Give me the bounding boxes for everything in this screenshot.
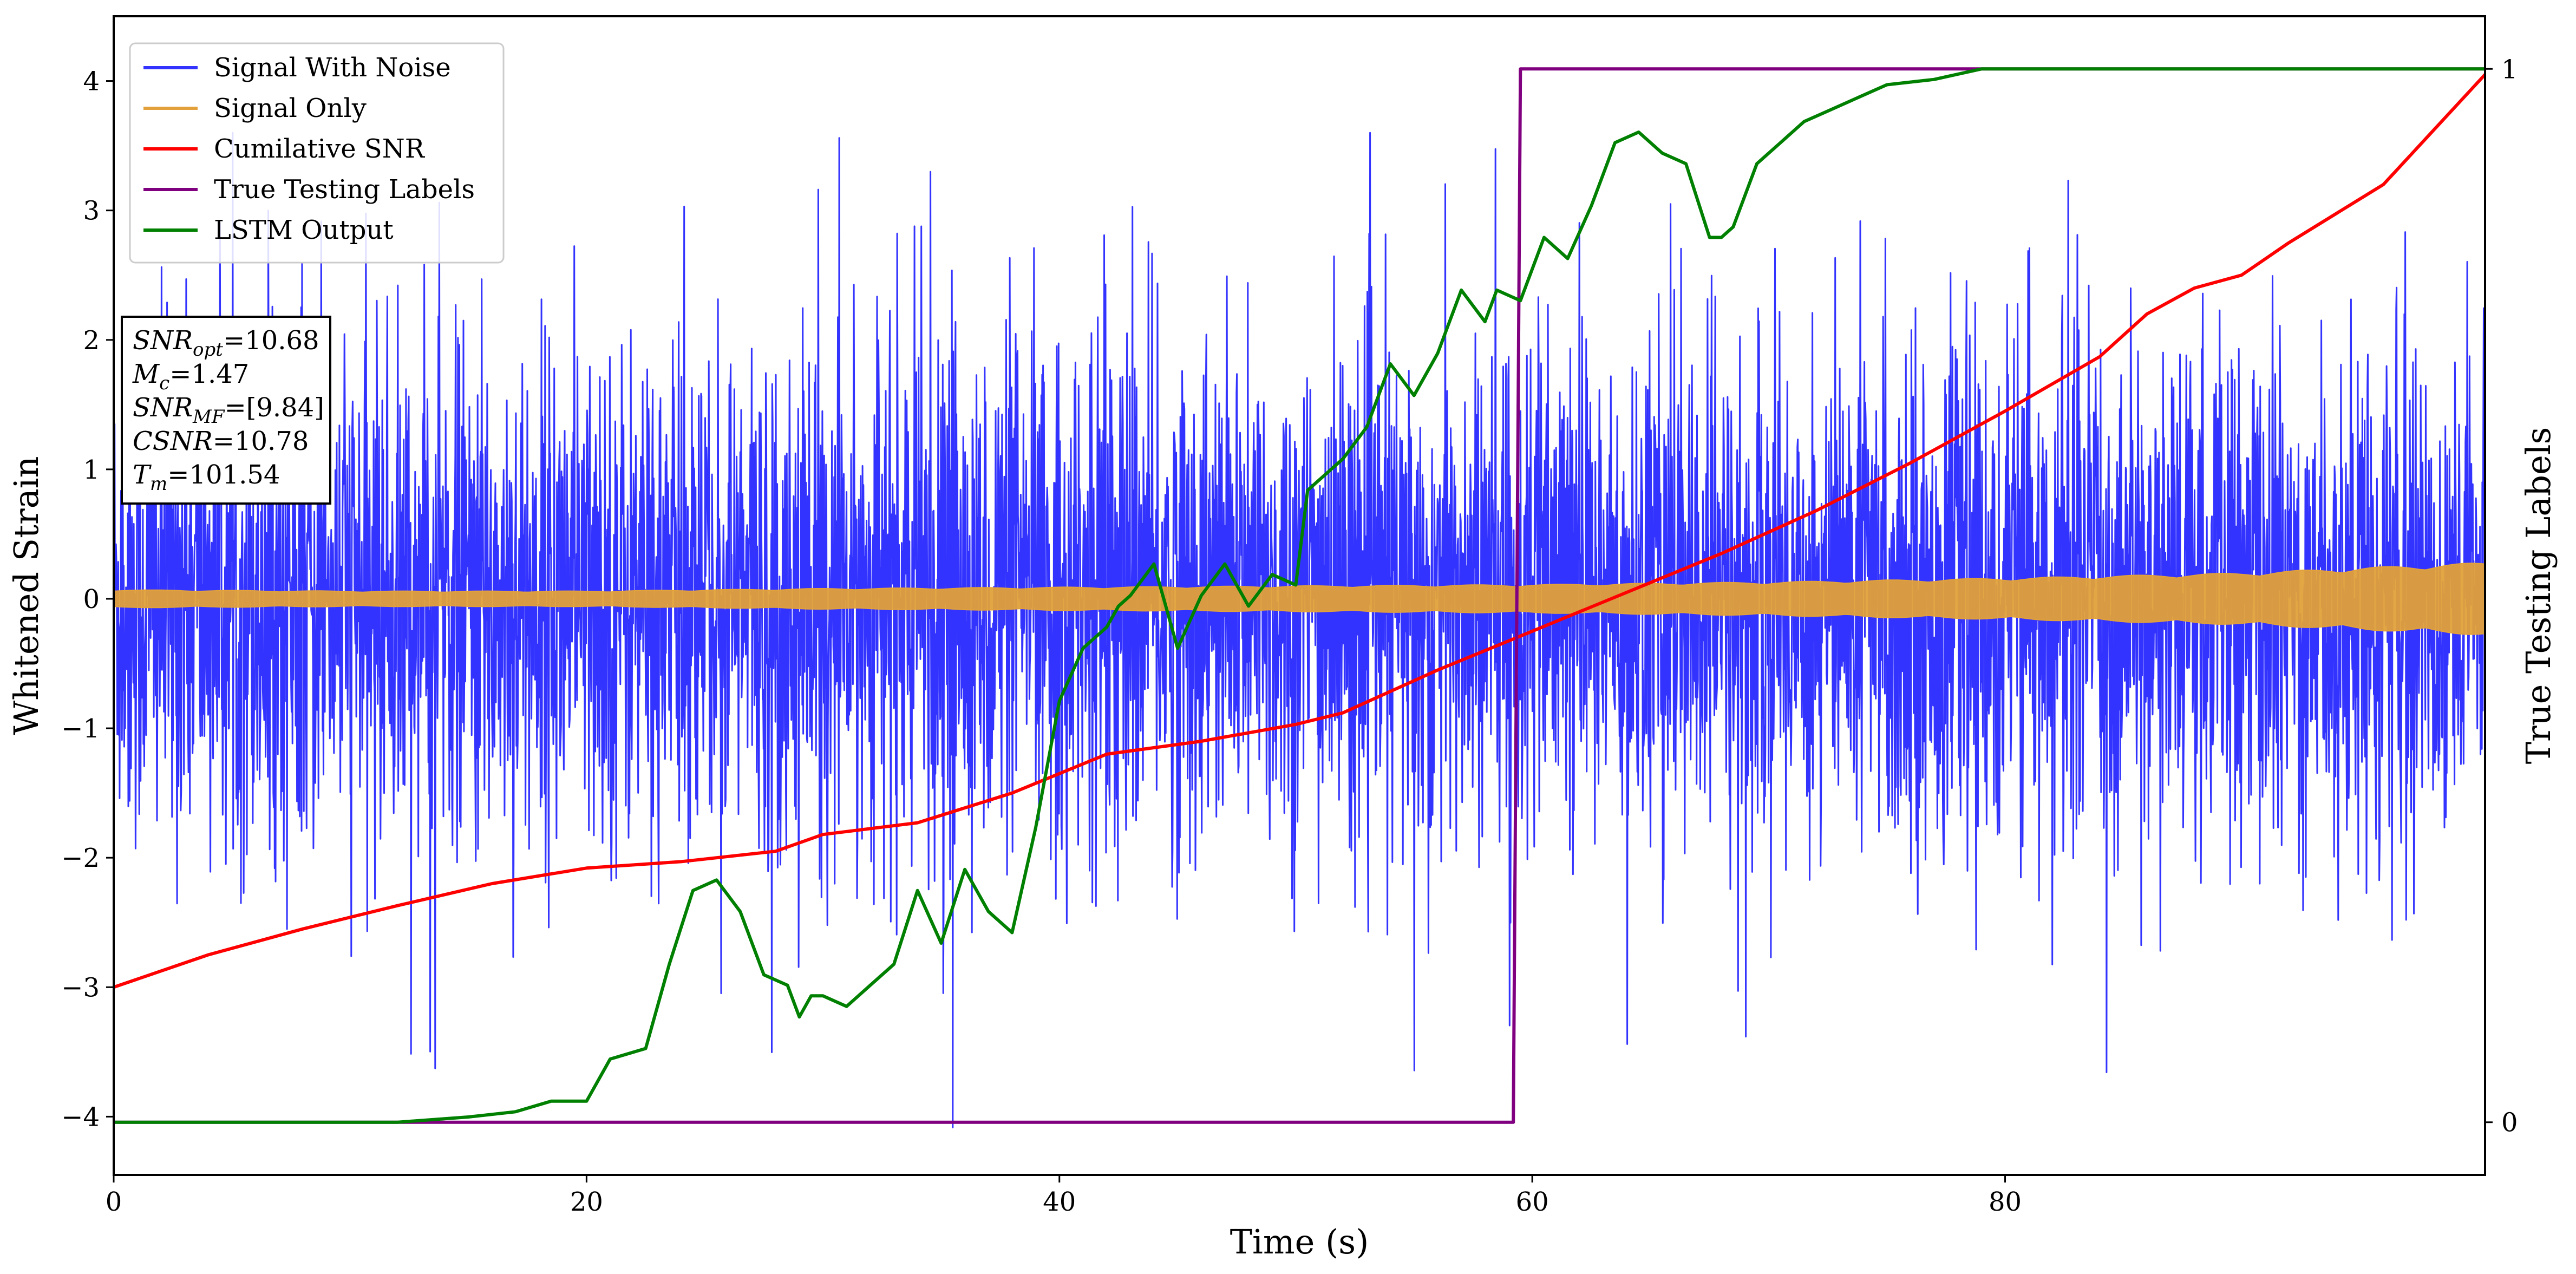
x-tick-label: 0 <box>106 1187 122 1217</box>
y2-tick-label: 0 <box>2501 1108 2518 1138</box>
y-tick-label: 3 <box>83 196 100 226</box>
info-box-line: SNRopt=10.68 <box>133 325 319 361</box>
y2-tick-label: 1 <box>2501 54 2518 84</box>
info-value: =1.47 <box>169 359 249 389</box>
x-tick-label: 60 <box>1516 1187 1549 1217</box>
legend-label-signal-only: Signal Only <box>214 93 367 123</box>
y-tick-label: 2 <box>83 325 100 356</box>
info-box-line: Tm=101.54 <box>133 460 280 495</box>
info-subscript: MF <box>192 406 225 428</box>
info-box-line: CSNR=10.78 <box>133 426 309 456</box>
info-subscript: m <box>150 473 167 495</box>
legend-label-cumilative-snr: Cumilative SNR <box>214 134 426 164</box>
y-tick-label: −2 <box>61 843 100 873</box>
y-tick-label: 1 <box>83 455 100 485</box>
info-symbol: SNR <box>133 325 193 356</box>
info-symbol: SNR <box>133 393 193 423</box>
legend-label-true-testing-labels: True Testing Labels <box>214 174 475 205</box>
y-tick-label: 4 <box>83 67 100 97</box>
info-subscript: c <box>159 373 169 394</box>
plot-area <box>114 67 2485 1128</box>
x-tick-label: 80 <box>1989 1187 2022 1217</box>
info-symbol: M <box>132 359 160 389</box>
cumilative-snr-line <box>114 73 2485 989</box>
y-tick-label: 0 <box>83 584 100 615</box>
y-tick-label: −4 <box>61 1102 100 1132</box>
info-value: =10.78 <box>213 426 309 456</box>
info-value: =101.54 <box>167 460 280 490</box>
info-symbol: CSNR <box>133 426 213 456</box>
info-value: =10.68 <box>223 325 319 356</box>
plot-clip-group <box>114 67 2485 1128</box>
legend: Signal With Noise Signal Only Cumilative S… <box>129 42 505 264</box>
x-axis-label: Time (s) <box>1230 1222 1369 1262</box>
info-symbol: T <box>133 460 152 490</box>
y2-axis-label: True Testing Labels <box>2519 427 2558 765</box>
legend-label-signal-with-noise: Signal With Noise <box>214 53 451 83</box>
info-subscript: opt <box>193 339 223 361</box>
info-box: SNRopt=10.68Mc=1.47SNRMF=[9.84]CSNR=10.7… <box>121 316 331 505</box>
x-tick-label: 40 <box>1043 1187 1076 1217</box>
signal-only-band <box>114 563 2485 635</box>
y-axis-label: Whitened Strain <box>6 456 46 735</box>
info-box-line: SNRMF=[9.84] <box>133 393 324 428</box>
y-tick-label: −1 <box>61 714 100 744</box>
legend-label-lstm-output: LSTM Output <box>214 215 394 245</box>
axes-frame <box>113 15 2486 1176</box>
legend-frame <box>129 42 505 264</box>
info-box-line: Mc=1.47 <box>132 359 249 394</box>
lstm-output-line <box>114 67 2485 1124</box>
info-box-frame <box>121 316 331 505</box>
x-tick-label: 20 <box>570 1187 603 1217</box>
info-value: =[9.84] <box>224 393 324 423</box>
y-tick-label: −3 <box>61 972 100 1003</box>
